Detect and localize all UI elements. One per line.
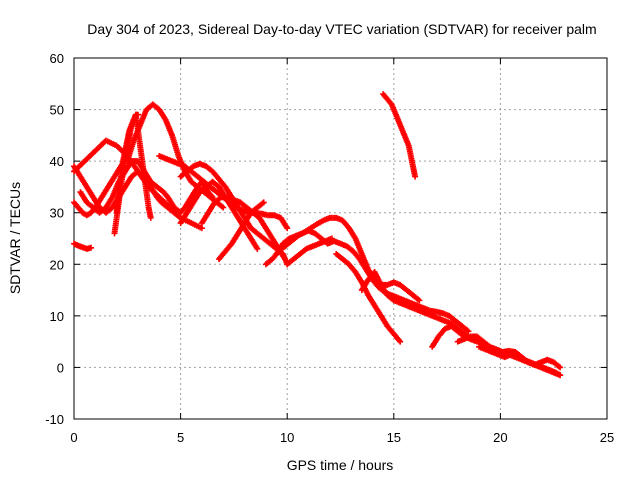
- data-point: [557, 372, 564, 379]
- data-point: [328, 235, 335, 242]
- series-arc-11: [177, 178, 261, 252]
- chart-title: Day 304 of 2023, Sidereal Day-to-day VTE…: [87, 21, 596, 37]
- x-tick-label: 20: [493, 430, 507, 445]
- data-point: [88, 244, 95, 251]
- y-axis-label: SDTVAR / TECUs: [7, 182, 23, 294]
- axis-ticks: 0 5 10 15 20 25 -10 0 10 20 30 40 50 60: [45, 51, 614, 445]
- y-tick-label: 50: [50, 103, 64, 118]
- y-tick-label: 60: [50, 51, 64, 66]
- data-point: [284, 225, 291, 232]
- x-tick-label: 10: [280, 430, 294, 445]
- x-tick-label: 25: [600, 430, 614, 445]
- data-point: [412, 173, 419, 180]
- series-arc-08: [124, 101, 227, 211]
- x-tick-label: 5: [177, 430, 184, 445]
- data-point: [147, 214, 154, 221]
- y-tick-label: -10: [45, 412, 64, 427]
- data-point: [557, 364, 564, 371]
- y-tick-label: 40: [50, 154, 64, 169]
- data-points: [71, 91, 564, 379]
- x-tick-label: 15: [387, 430, 401, 445]
- data-point: [134, 111, 141, 118]
- series-arc-07: [113, 111, 141, 216]
- series-arc-19: [380, 91, 419, 180]
- plot-frame: [73, 57, 608, 420]
- series-arc-12: [198, 194, 289, 263]
- series-arc-16: [284, 235, 335, 268]
- data-point: [397, 338, 404, 345]
- series-arc-03: [71, 240, 95, 252]
- data-point: [198, 225, 205, 232]
- x-tick-label: 0: [70, 430, 77, 445]
- series-arc-22: [476, 343, 564, 379]
- y-tick-label: 10: [50, 309, 64, 324]
- y-tick-label: 30: [50, 206, 64, 221]
- series-arc-21: [454, 333, 564, 371]
- y-tick-label: 0: [57, 360, 64, 375]
- y-tick-label: 20: [50, 257, 64, 272]
- grid: [74, 58, 607, 419]
- data-point: [254, 245, 261, 252]
- data-point: [220, 204, 227, 211]
- series-arc-13: [215, 199, 267, 263]
- series-arc-05: [77, 158, 216, 216]
- data-point: [465, 328, 472, 335]
- data-point: [282, 256, 289, 263]
- data-point: [260, 199, 267, 206]
- data-point: [416, 297, 423, 304]
- x-axis-label: GPS time / hours: [287, 457, 394, 473]
